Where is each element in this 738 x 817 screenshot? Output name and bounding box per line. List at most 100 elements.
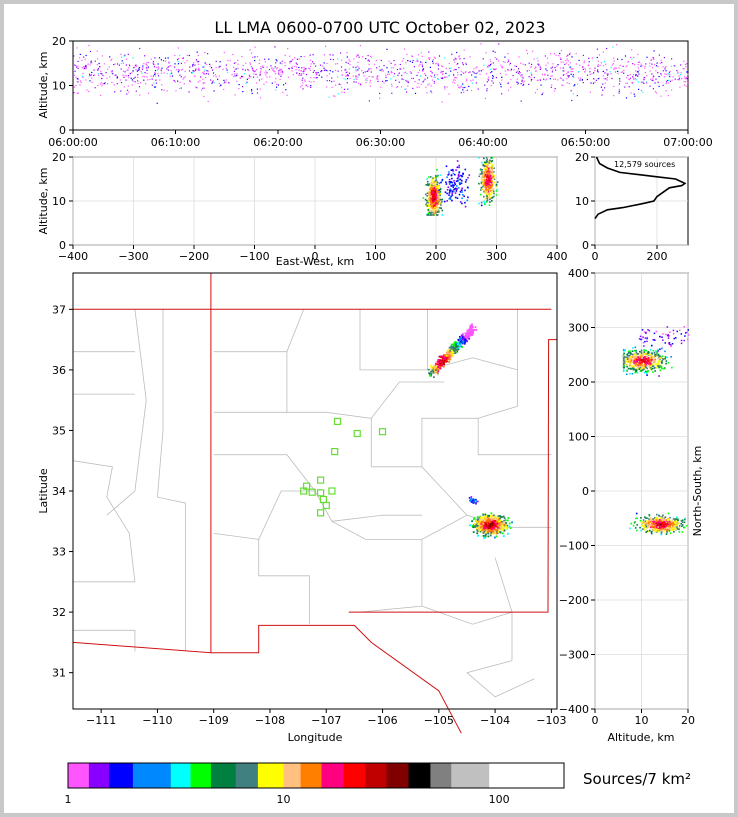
source-point [682,68,684,70]
source-point [489,166,491,169]
source-point [622,363,625,365]
source-point [605,78,607,80]
source-point [287,76,289,78]
source-point [434,191,436,193]
source-point [469,326,472,328]
source-point [109,76,111,78]
source-point [626,82,629,84]
source-point [494,181,496,184]
source-point [430,190,433,192]
source-point [492,529,495,531]
source-point [488,160,490,163]
source-point [535,66,537,68]
source-point [231,74,233,76]
y-tick-label: −300 [559,649,589,662]
source-point [430,373,433,375]
source-point [636,372,639,374]
source-point [635,349,637,352]
source-point [485,188,487,191]
source-point [675,522,678,525]
source-point [203,87,205,89]
source-point [436,169,438,171]
source-point [453,182,456,184]
source-point [676,70,678,72]
source-point [412,87,414,89]
source-point [379,69,381,71]
source-point [341,70,343,72]
source-point [397,86,399,88]
source-point [332,95,335,97]
source-point [653,518,656,521]
source-point [646,56,648,58]
county-boundary [286,411,372,467]
source-point [685,76,687,79]
source-point [639,356,642,359]
source-point [236,73,238,75]
source-point [482,173,485,175]
source-point [537,60,539,62]
source-point [459,178,462,181]
source-point [518,68,520,70]
source-point [370,55,372,58]
source-point [635,70,637,72]
source-point [497,521,500,524]
source-point [460,182,463,185]
source-point [476,527,478,530]
source-point [485,159,488,162]
source-point [220,84,222,86]
source-point [488,167,490,170]
source-point [431,76,433,78]
source-point [586,78,588,81]
source-point [448,194,450,196]
source-point [439,203,441,206]
source-point [305,74,308,76]
source-point [442,362,445,364]
source-point [629,367,631,370]
source-point [462,194,464,196]
source-point [432,207,434,209]
source-point [652,365,655,367]
source-point [262,66,264,68]
altitude-time-ylabel: Altitude, km [37,51,50,118]
source-point [662,358,665,361]
source-point [406,91,408,93]
source-point [458,178,461,181]
source-point [248,77,250,79]
source-point [368,75,370,77]
source-point [215,67,217,69]
source-point [466,199,469,202]
source-point [637,367,639,370]
source-point [294,57,296,59]
source-point [491,200,493,202]
source-point [391,83,393,85]
source-point [284,65,286,67]
source-point [612,46,614,48]
source-point [165,60,167,62]
source-point [153,73,156,76]
source-point [484,513,487,516]
lma-figure: LL LMA 0600-0700 UTC October 02, 2023 06… [37,18,713,806]
source-point [651,521,653,524]
source-point [629,363,631,366]
source-point [501,65,503,68]
source-point [260,70,262,72]
source-point [643,364,645,367]
source-point [464,335,467,337]
source-point [215,76,217,78]
source-point [114,74,116,76]
source-point [428,196,430,198]
source-point [663,526,666,528]
source-point [632,76,634,78]
source-point [284,54,286,56]
source-point [480,521,482,524]
source-point [623,352,625,355]
source-point [634,527,637,529]
source-point [652,79,654,81]
source-point [365,81,367,84]
source-point [390,70,392,72]
source-point [618,92,620,94]
source-point [505,522,507,524]
source-point [141,68,143,70]
source-point [488,197,490,199]
source-point [643,351,646,353]
